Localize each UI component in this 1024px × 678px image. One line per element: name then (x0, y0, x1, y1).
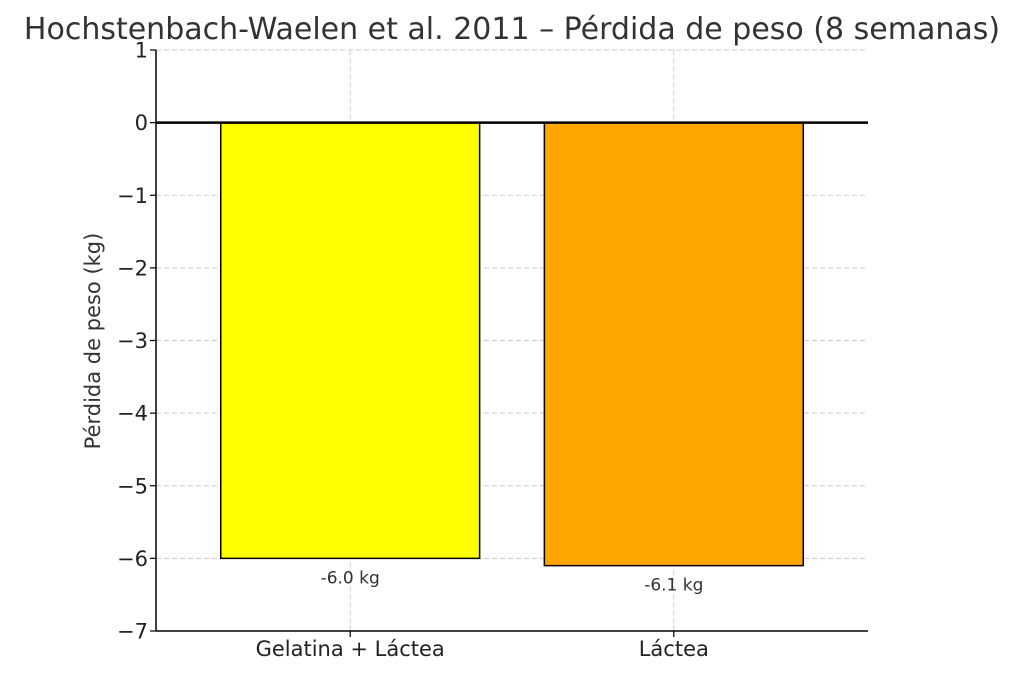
data-label: -6.1 kg (644, 576, 703, 596)
y-tick-label: −1 (117, 184, 148, 208)
y-tick-label: −3 (117, 329, 148, 353)
bar (543, 121, 805, 567)
y-tick-label: −2 (117, 256, 148, 280)
y-tick-label: −7 (117, 620, 148, 644)
x-tick-label: Gelatina + Láctea (256, 637, 445, 661)
data-label: -6.0 kg (321, 568, 380, 588)
y-axis-label: Pérdida de peso (kg) (81, 233, 105, 450)
x-tick-label: Láctea (639, 637, 709, 661)
y-tick-label: −5 (117, 474, 148, 498)
chart-title: Hochstenbach-Waelen et al. 2011 – Pérdid… (24, 12, 1000, 47)
tick-and-data-labels: 1 0 −1 −2 −3 −4 −5 −6 −7 Gelatina + Láctea Láctea -… (117, 39, 709, 662)
y-tick-label: −6 (117, 547, 148, 571)
y-tick-label: 1 (135, 39, 148, 63)
bar (219, 121, 481, 560)
axes (150, 49, 868, 637)
y-tick-label: 0 (135, 111, 148, 135)
bars (219, 121, 805, 567)
y-tick-label: −4 (117, 402, 148, 426)
